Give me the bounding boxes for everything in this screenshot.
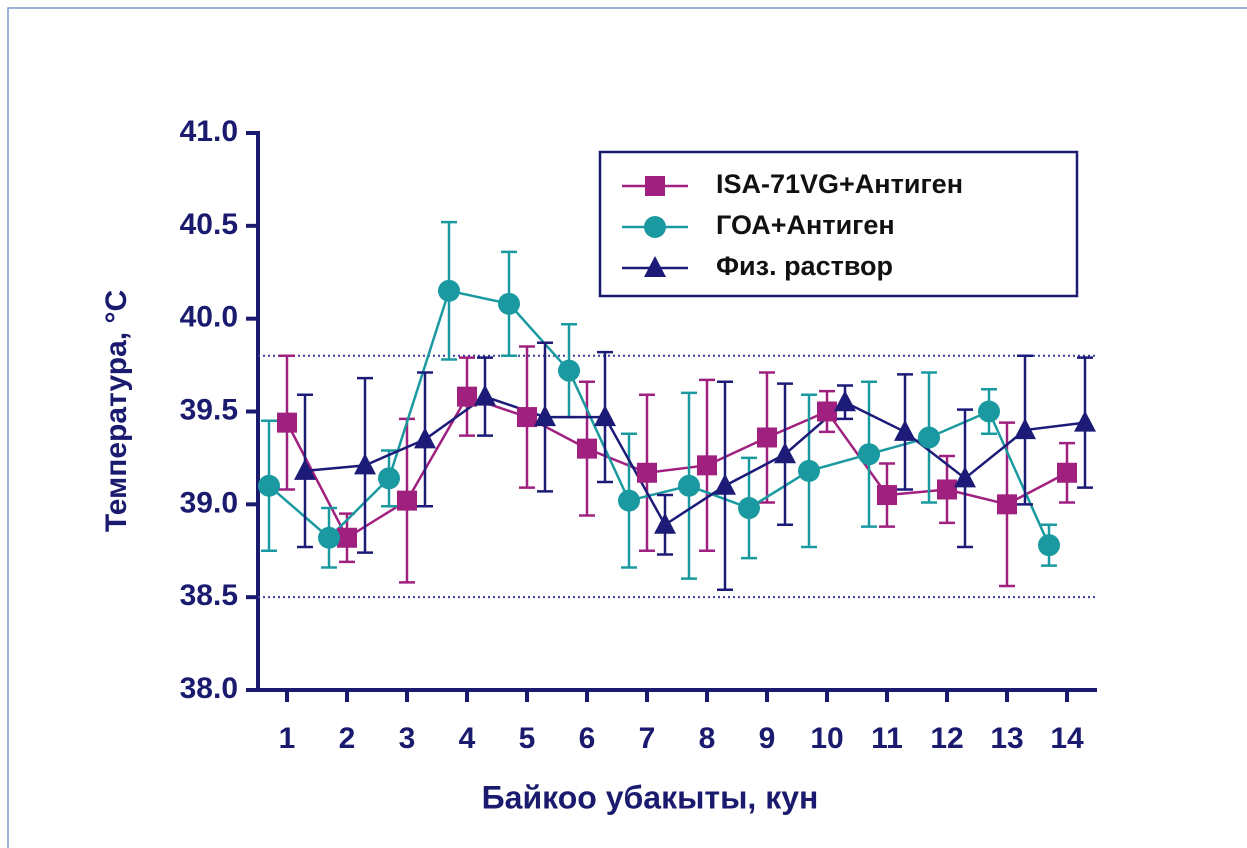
data-point [757, 427, 777, 448]
x-tick-label: 2 [339, 722, 356, 755]
x-tick-label: 9 [759, 722, 776, 755]
data-point [337, 527, 357, 548]
data-point [1014, 418, 1036, 440]
data-point [978, 400, 1000, 423]
data-point [637, 462, 657, 483]
x-tick-label: 13 [990, 722, 1023, 755]
data-point [918, 426, 940, 449]
data-point [654, 512, 676, 534]
frame [7, 7, 1247, 848]
data-point [498, 292, 520, 315]
legend-box [598, 150, 1079, 298]
y-axis-label: Температура, °C [100, 290, 133, 532]
data-point [618, 489, 640, 512]
x-tick-label: 7 [639, 722, 656, 755]
data-point [318, 526, 340, 549]
data-point [774, 442, 796, 464]
data-point [937, 479, 957, 500]
data-point [258, 474, 280, 497]
legend-marker [644, 256, 666, 277]
y-tick-label: 40.0 [180, 301, 238, 334]
x-axis-label: Байкоо убакыты, кун [482, 779, 819, 815]
series-line [304, 395, 1086, 527]
data-point [354, 453, 376, 475]
data-point [678, 474, 700, 497]
data-point [414, 427, 436, 449]
x-tick-label: 4 [459, 722, 476, 755]
x-tick-label: 1 [279, 722, 296, 755]
x-tick-label: 14 [1050, 722, 1084, 755]
data-point [438, 279, 460, 302]
data-point [594, 405, 616, 427]
x-tick-label: 11 [871, 722, 903, 755]
data-point [457, 386, 477, 407]
data-point [294, 458, 316, 480]
legend-label: ISA-71VG+Антиген [716, 169, 963, 199]
legend-label: Физ. раствор [716, 251, 893, 281]
legend-label: ГОА+Антиген [716, 210, 895, 240]
data-point [858, 443, 880, 466]
data-point [714, 473, 736, 495]
data-point [577, 438, 597, 459]
data-point [277, 412, 297, 433]
data-point [817, 401, 837, 422]
data-point [798, 459, 820, 482]
data-point [997, 494, 1017, 515]
data-point [697, 455, 717, 476]
legend-marker [645, 176, 665, 196]
data-point [474, 384, 496, 406]
y-tick-label: 38.0 [180, 672, 238, 705]
x-tick-label: 5 [519, 722, 536, 755]
y-tick-label: 41.0 [180, 115, 238, 148]
x-tick-label: 3 [399, 722, 416, 755]
data-point [397, 490, 417, 511]
data-point [534, 405, 556, 427]
data-point [378, 467, 400, 490]
data-point [1038, 534, 1060, 557]
legend-marker [644, 216, 666, 238]
data-point [834, 390, 856, 412]
data-point [954, 466, 976, 488]
data-point [877, 485, 897, 506]
x-tick-label: 8 [699, 722, 716, 755]
data-point [1074, 410, 1096, 432]
data-point [894, 419, 916, 441]
x-tick-label: 6 [579, 722, 596, 755]
y-tick-label: 38.5 [180, 579, 238, 612]
y-tick-label: 39.0 [180, 486, 238, 519]
data-point [738, 497, 760, 520]
data-point [558, 359, 580, 382]
y-tick-label: 40.5 [180, 208, 238, 241]
x-tick-label: 12 [930, 722, 963, 755]
x-tick-label: 10 [810, 722, 843, 755]
data-point [1057, 462, 1077, 483]
data-point [517, 407, 537, 428]
y-tick-label: 39.5 [180, 393, 238, 426]
